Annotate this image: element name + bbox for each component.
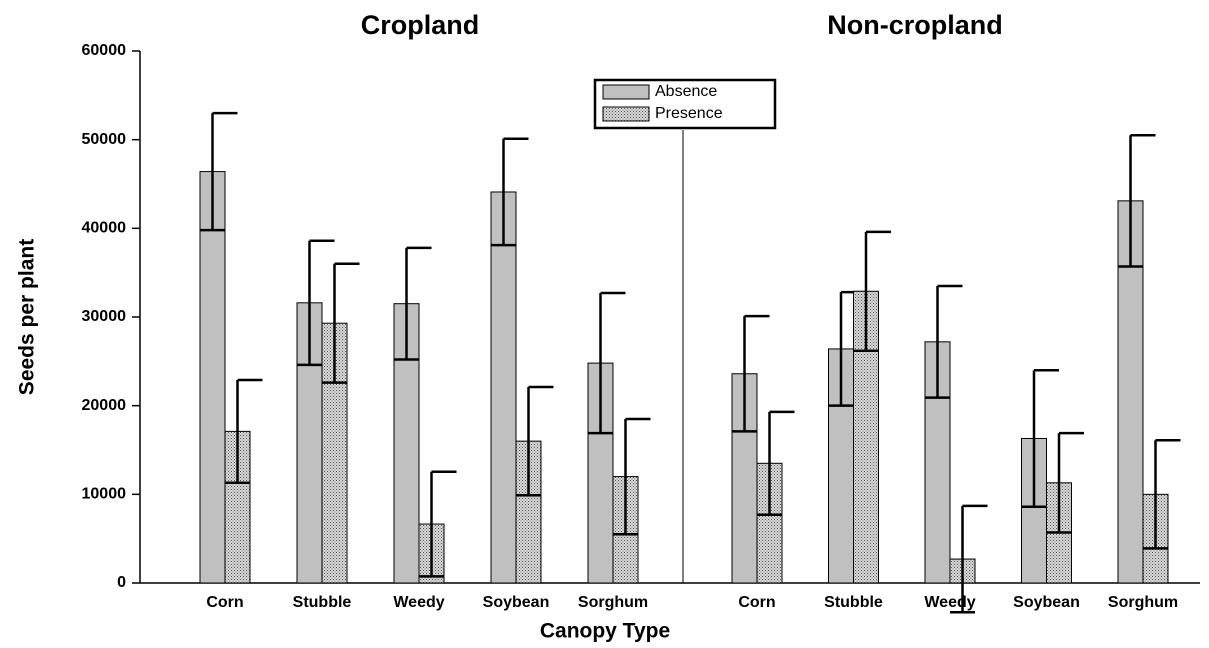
y-tick-label: 10000 [82,486,127,503]
legend-swatch [602,84,650,100]
x-tick-label: Weedy [393,594,444,611]
panel-title: Non-cropland [827,10,1003,40]
bar [224,430,251,584]
y-tick-label: 60000 [82,42,127,59]
x-tick-label: Stubble [293,594,352,611]
y-tick-label: 20000 [82,397,127,414]
x-tick-label: Stubble [824,594,883,611]
y-tick-label: 0 [117,574,126,591]
x-tick-label: Weedy [924,594,975,611]
x-axis-label: Canopy Type [540,620,670,643]
legend-label: Absence [655,83,717,100]
x-tick-label: Sorghum [1108,594,1178,611]
panel-title: Cropland [361,10,480,40]
legend-swatch [602,106,650,122]
bar [199,171,226,584]
y-axis-label: Seeds per plant [16,239,39,395]
y-tick-label: 50000 [82,131,127,148]
x-tick-label: Soybean [483,594,550,611]
bar [490,191,517,584]
y-tick-label: 30000 [82,308,127,325]
y-tick-label: 40000 [82,220,127,237]
x-tick-label: Sorghum [578,594,648,611]
x-tick-label: Corn [206,594,243,611]
x-tick-label: Soybean [1013,594,1080,611]
legend-label: Presence [655,105,723,122]
x-tick-label: Corn [738,594,775,611]
